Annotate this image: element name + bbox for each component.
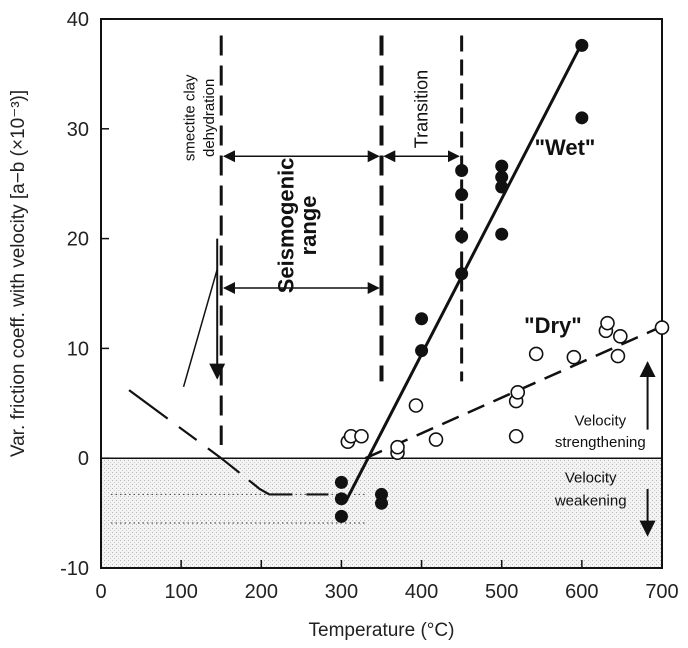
wet-point [495, 227, 509, 241]
low-temp-trend-line [128, 389, 338, 496]
y-tick-label: 10 [67, 338, 89, 360]
x-tick-label: 200 [245, 581, 278, 603]
y-axis: -10 0 10 20 30 40 [60, 9, 109, 580]
wet-label: "Wet" [535, 135, 596, 160]
dry-point [654, 320, 670, 335]
wet-point [334, 492, 348, 506]
annotation-arrows [182, 150, 656, 537]
x-tick-label: 400 [405, 581, 438, 603]
wet-point [575, 111, 589, 125]
transition-label: Transition [412, 70, 432, 148]
dry-point [354, 428, 369, 444]
wet-points [334, 38, 589, 523]
dry-point [600, 315, 615, 331]
plot-frame [100, 18, 663, 569]
seismogenic-label-line2: range [296, 195, 321, 255]
wet-point [455, 188, 469, 202]
y-axis-title: Var. friction coeff. with velocity [a−b … [8, 90, 29, 457]
x-tick-label: 300 [325, 581, 358, 603]
wet-point [334, 509, 348, 523]
wet-point [375, 496, 388, 510]
wet-point [455, 229, 469, 243]
dry-point [566, 349, 582, 365]
x-tick-label: 0 [95, 581, 106, 603]
dry-point [408, 398, 424, 413]
x-tick-label: 100 [164, 581, 197, 603]
dry-points [340, 315, 670, 461]
y-tick-label: -10 [60, 558, 89, 580]
x-axis: 0 100 200 300 400 500 600 700 [95, 560, 679, 603]
wet-point [415, 312, 429, 326]
strengthening-label-line2: strengthening [555, 434, 646, 451]
dry-label: "Dry" [524, 313, 582, 338]
wet-point [495, 159, 509, 173]
wet-point [455, 267, 469, 281]
weakening-label-line2: weakening [554, 492, 627, 509]
wet-point [495, 180, 509, 194]
wet-point [495, 170, 509, 184]
dry-point [613, 329, 628, 344]
smectite-label-line2: dehydration [201, 79, 218, 157]
weakening-label-line1: Velocity [565, 469, 617, 486]
wet-point [334, 475, 348, 489]
dry-point [390, 439, 405, 455]
wet-point [455, 164, 469, 178]
y-tick-label: 30 [67, 119, 89, 141]
negative-region-shading [101, 458, 662, 568]
x-tick-label: 600 [565, 581, 598, 603]
seismogenic-label-line1: Seismogenic [273, 158, 298, 294]
dry-point [510, 385, 526, 400]
y-tick-label: 20 [67, 229, 89, 251]
y-tick-label: 40 [67, 9, 89, 31]
dry-point [610, 348, 626, 364]
smectite-leader-line [182, 269, 218, 388]
wet-point [415, 344, 429, 358]
y-tick-label: 0 [78, 448, 89, 470]
dry-point [528, 346, 544, 362]
smectite-label-line1: smectite clay [182, 74, 199, 161]
x-axis-title: Temperature (°C) [309, 620, 455, 641]
x-tick-label: 500 [485, 581, 518, 603]
wet-point [575, 38, 589, 52]
strengthening-label-line1: Velocity [574, 412, 626, 429]
dry-point [428, 432, 444, 447]
dry-point [508, 428, 524, 444]
x-tick-label: 700 [645, 581, 678, 603]
